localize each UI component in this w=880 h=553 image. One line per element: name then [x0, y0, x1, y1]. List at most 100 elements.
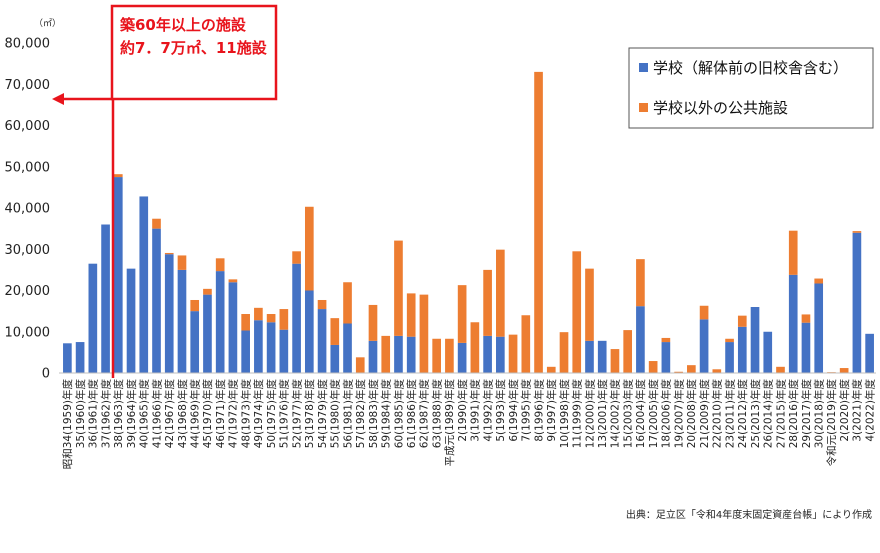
bar-segment-public: [381, 335, 391, 374]
legend-label-public: 学校以外の公共施設: [653, 99, 788, 117]
bar-segment-public: [330, 318, 340, 345]
bar-segment-school: [368, 340, 378, 373]
x-tick-label: 38(1963)年度: [112, 379, 125, 449]
x-tick-label: 8(1996)年度: [532, 379, 545, 442]
bar-segment-school: [203, 294, 212, 374]
bar-segment-school: [228, 282, 238, 373]
x-tick-label: 49(1974)年度: [252, 379, 265, 449]
x-tick-label: 3(2021)年度: [851, 379, 864, 442]
x-tick-label: 23(2011)年度: [723, 379, 736, 449]
bar-segment-public: [636, 259, 645, 307]
y-tick-label: 60,000: [5, 119, 51, 134]
bar-segment-school: [254, 320, 263, 373]
bar-segment-school: [113, 177, 123, 373]
bar-segment-public: [304, 206, 314, 291]
x-tick-label: 52(1977)年度: [290, 379, 303, 449]
x-tick-label: 63(1988)年度: [430, 379, 443, 449]
bar-segment-public: [776, 366, 785, 373]
bar-segment-public: [801, 314, 811, 323]
x-tick-label: 10(1998)年度: [558, 379, 571, 449]
bar-segment-public: [585, 268, 594, 341]
y-tick-label: 70,000: [5, 78, 51, 93]
bar-segment-public: [113, 174, 123, 178]
bar-segment-school: [152, 228, 161, 374]
x-tick-label: 14(2002)年度: [609, 379, 622, 449]
bar-segment-public: [610, 349, 620, 373]
x-tick-label: 40(1965)年度: [138, 379, 151, 449]
bar-segment-school: [292, 263, 301, 373]
bar-segment-school: [279, 329, 289, 373]
annotation-arrow-head: [52, 93, 64, 105]
annotation-line-2: 約7．7万㎡、11施設: [120, 39, 268, 57]
x-tick-label: 昭和34(1959)年度: [61, 379, 74, 470]
bar-segment-school: [852, 232, 862, 373]
annotation-box: [110, 4, 278, 101]
bar-segment-public: [483, 269, 492, 336]
bar-segment-public: [215, 258, 225, 272]
bar-segment-public: [190, 299, 200, 312]
y-tick-label: 80,000: [5, 37, 51, 52]
y-unit-label: （㎡）: [34, 18, 61, 29]
bar-segment-public: [496, 249, 505, 337]
bar-segment-public: [687, 365, 696, 373]
x-tick-label: 25(2013)年度: [749, 379, 762, 449]
y-tick-label: 40,000: [5, 202, 51, 217]
x-tick-label: 29(2017)年度: [800, 379, 813, 449]
bar-segment-public: [164, 252, 174, 255]
bar-segment-public: [445, 338, 454, 373]
x-tick-label: 9(1997)年度: [545, 379, 558, 442]
x-tick-label: 57(1982)年度: [354, 379, 367, 449]
y-tick-label: 0: [42, 367, 50, 382]
bar-segment-public: [177, 255, 187, 270]
bar-segment-public: [534, 71, 543, 374]
x-tick-label: 5(1993)年度: [494, 379, 507, 442]
bar-segment-school: [661, 342, 671, 373]
bar-segment-public: [254, 307, 263, 321]
bar-segment-school: [788, 274, 798, 373]
bar-segment-school: [241, 330, 250, 373]
bar-segment-public: [725, 338, 734, 343]
x-tick-label: 53(1978)年度: [303, 379, 316, 449]
x-tick-label: 16(2004)年度: [634, 379, 647, 449]
bar-segment-school: [457, 342, 467, 373]
bar-segment-public: [737, 315, 747, 327]
bar-segment-public: [712, 369, 722, 373]
bar-segment-school: [725, 342, 734, 373]
bar-segment-public: [203, 288, 212, 295]
bar-segment-public: [699, 305, 709, 320]
x-tick-label: 61(1986)年度: [405, 379, 418, 449]
x-tick-label: 2(1990)年度: [456, 379, 469, 442]
bar-segment-public: [292, 251, 301, 264]
bar-segment-school: [177, 269, 187, 374]
x-tick-label: 3(1991)年度: [469, 379, 482, 442]
bar-segment-school: [164, 254, 174, 373]
bar-segment-school: [585, 340, 594, 373]
bar-segment-public: [432, 338, 441, 373]
bar-segment-public: [852, 231, 862, 233]
legend-box: [628, 47, 874, 129]
bar-segment-public: [839, 368, 849, 373]
y-tick-label: 10,000: [5, 325, 51, 340]
bar-segment-public: [648, 361, 658, 373]
x-tick-label: 50(1975)年度: [265, 379, 278, 449]
bar-segment-public: [419, 294, 429, 374]
bar-segment-school: [865, 333, 874, 373]
x-tick-label: 30(2018)年度: [812, 379, 825, 449]
x-tick-label: 59(1984)年度: [380, 379, 393, 449]
bar-segment-school: [88, 263, 98, 373]
bar-segment-school: [814, 283, 824, 373]
x-tick-label: 56(1981)年度: [341, 379, 354, 449]
x-tick-label: 19(2007)年度: [672, 379, 685, 449]
bar-segment-public: [317, 299, 327, 310]
x-tick-label: 41(1966)年度: [150, 379, 163, 449]
x-tick-label: 7(1995)年度: [520, 379, 533, 442]
legend-label-school: 学校（解体前の旧校舎含む）: [653, 59, 848, 77]
x-tick-label: 37(1962)年度: [99, 379, 112, 449]
bar-segment-school: [330, 344, 340, 373]
bar-segment-school: [496, 336, 505, 373]
bar-segment-public: [368, 304, 378, 341]
bar-segment-public: [343, 282, 352, 324]
x-tick-label: 11(1999)年度: [571, 379, 584, 449]
x-tick-label: 17(2005)年度: [647, 379, 660, 449]
